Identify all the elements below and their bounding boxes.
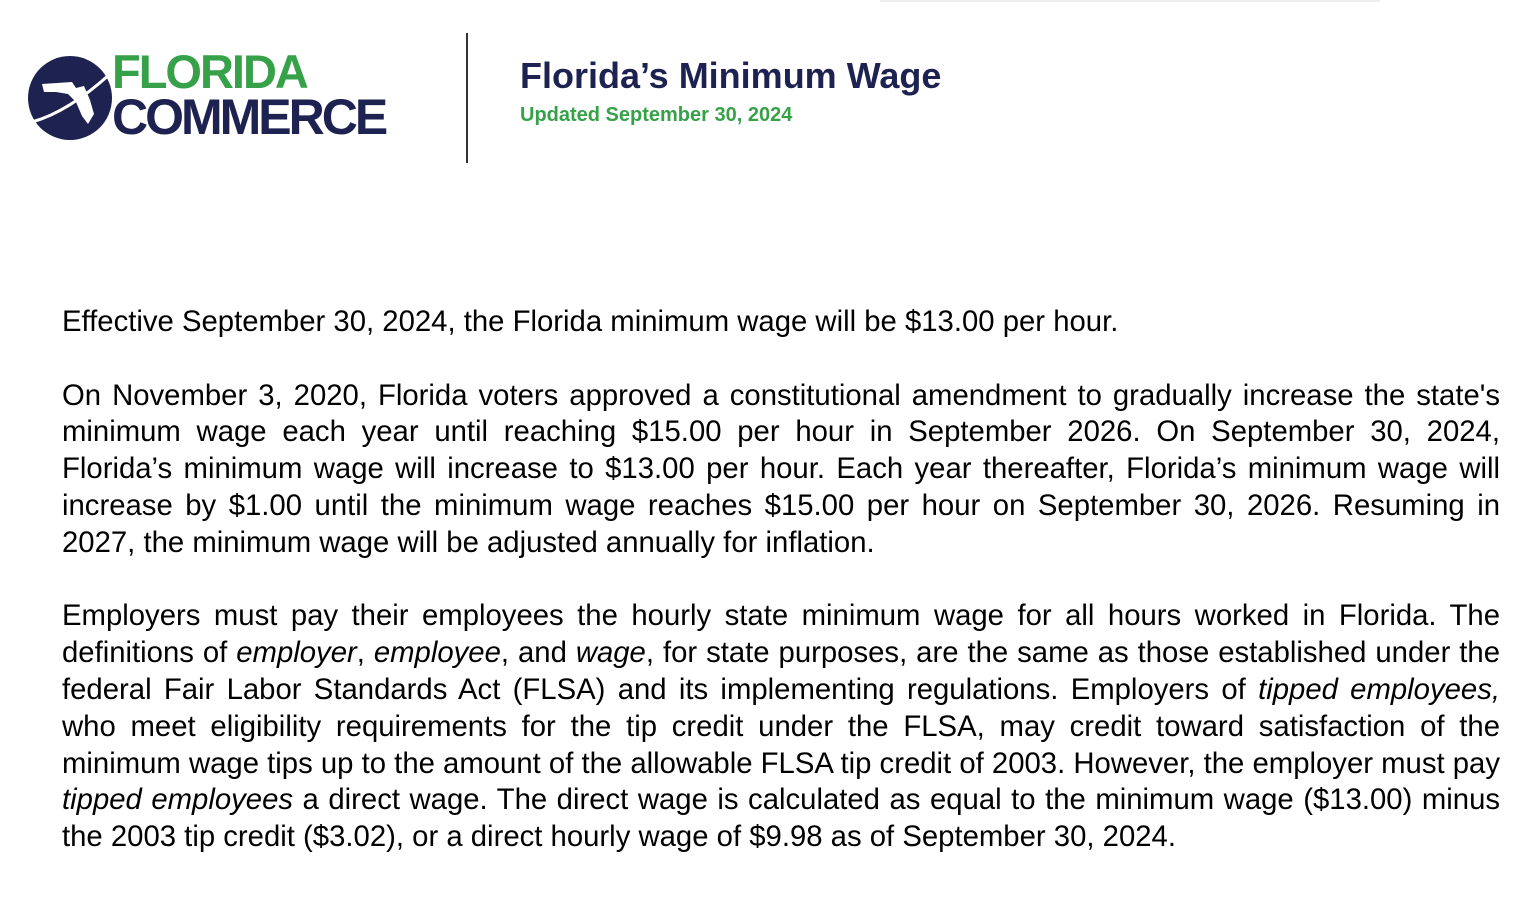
logo-text-florida: FLORIDA xyxy=(112,45,309,98)
top-edge xyxy=(880,0,1380,2)
page-title: Florida’s Minimum Wage xyxy=(520,55,942,96)
emphasis: tipped employees, xyxy=(1258,672,1500,706)
updated-date: Updated September 30, 2024 xyxy=(520,104,793,126)
emphasis: wage xyxy=(575,636,646,670)
emphasis: tipped employees xyxy=(62,783,294,817)
paragraph-effective: Effective September 30, 2024, the Florid… xyxy=(62,305,1119,338)
document-body: Effective September 30, 2024, the Florid… xyxy=(62,304,1500,893)
text: , and xyxy=(500,636,576,670)
logo-text-commerce: COMMERCE xyxy=(112,89,388,145)
text: who meet eligibility requirements for th… xyxy=(62,709,1500,780)
emphasis: employee xyxy=(373,636,501,670)
florida-map-icon xyxy=(28,56,112,140)
text: Employers must pay their employees the h… xyxy=(62,599,1500,670)
paragraph-amendment: On November 3, 2020, Florida voters appr… xyxy=(62,378,1500,559)
paragraph-employers: Employers must pay their employees the h… xyxy=(62,598,1500,856)
text: a direct wage. The direct wage is calcul… xyxy=(62,783,1501,854)
header-divider xyxy=(466,33,468,163)
emphasis: employer xyxy=(236,636,357,670)
text: , xyxy=(356,636,374,670)
text: , for state purposes, are the same as th… xyxy=(62,636,1500,706)
florida-commerce-logo: FLORIDA COMMERCE xyxy=(26,48,436,146)
